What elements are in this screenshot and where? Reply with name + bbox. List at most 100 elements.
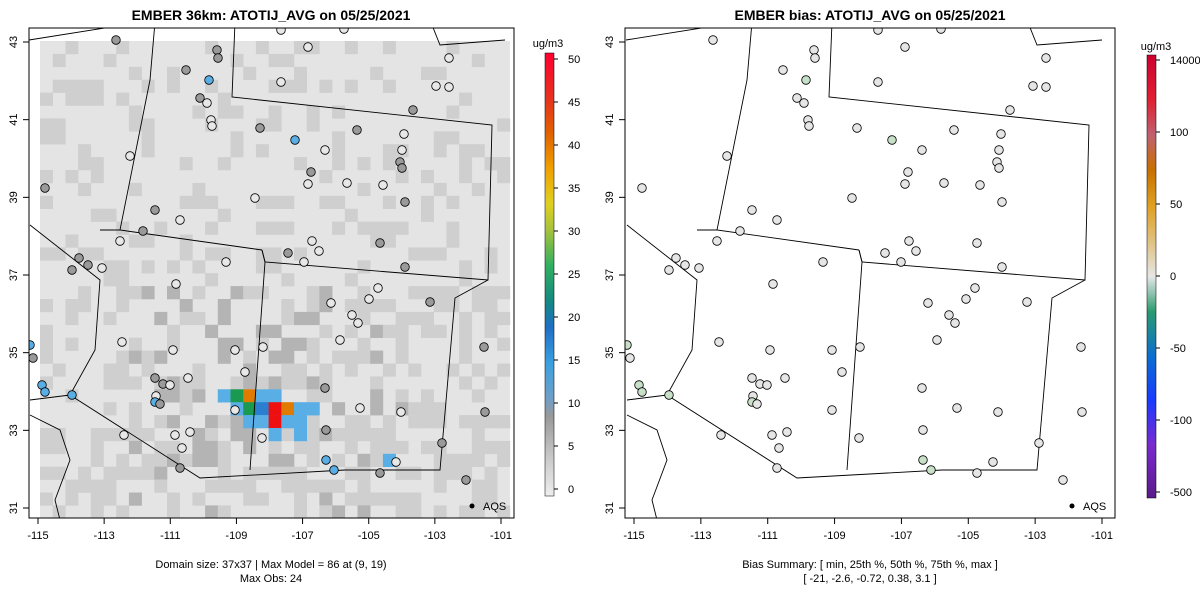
grid-cell <box>484 479 498 493</box>
grid-cell-high <box>281 415 295 429</box>
grid-cell <box>154 350 168 364</box>
grid-cell <box>395 505 409 518</box>
obs-point <box>375 468 385 478</box>
x-tick-label: -103 <box>424 530 446 542</box>
grid-cell <box>382 363 396 377</box>
left-colorbar <box>544 52 555 497</box>
grid-cell <box>357 157 371 171</box>
grid-cell <box>230 286 244 300</box>
obs-point <box>837 367 847 377</box>
aqs-legend-label: AQS <box>1083 501 1106 513</box>
grid-cell <box>90 157 104 171</box>
grid-cell <box>255 221 269 235</box>
state-boundaries <box>625 28 1103 518</box>
obs-point <box>185 427 195 437</box>
grid-cell-high <box>306 402 320 416</box>
obs-point <box>887 135 897 145</box>
grid-cell <box>332 505 346 518</box>
grid-cell <box>408 415 422 429</box>
grid-cell <box>306 286 320 300</box>
grid-cell <box>65 337 79 351</box>
colorbar-tick-label: 45 <box>568 97 580 109</box>
left-map <box>29 28 511 518</box>
grid-cell <box>484 247 498 261</box>
y-tick-label: 31 <box>8 502 20 514</box>
obs-point <box>772 215 782 225</box>
obs-point <box>213 53 223 63</box>
grid-cell <box>141 466 155 480</box>
obs-point <box>117 337 127 347</box>
grid-cell <box>332 144 346 158</box>
grid-cell <box>459 170 473 184</box>
obs-point <box>747 373 757 383</box>
obs-point <box>1077 407 1087 417</box>
obs-point <box>949 125 959 135</box>
grid-cell <box>154 466 168 480</box>
grid-cell <box>332 221 346 235</box>
grid-cell <box>205 440 219 455</box>
grid-cell <box>243 350 257 364</box>
obs-point <box>397 145 407 155</box>
grid-cell <box>433 415 447 429</box>
obs-point <box>183 373 193 383</box>
grid-cell <box>65 170 79 184</box>
obs-point <box>257 433 267 443</box>
grid-cell <box>141 144 155 158</box>
grid-cell <box>433 131 447 145</box>
grid-cell <box>408 247 422 261</box>
obs-point <box>408 105 418 115</box>
grid-cell <box>306 479 320 493</box>
grid-cell <box>421 402 434 416</box>
grid-cell <box>103 428 117 442</box>
obs-point <box>926 465 936 475</box>
grid-cell <box>497 311 511 326</box>
grid-cell <box>205 479 219 493</box>
grid-cell <box>294 66 307 80</box>
obs-point <box>171 279 181 289</box>
obs-point <box>664 390 674 400</box>
grid-cell <box>40 247 53 261</box>
grid-cell <box>141 118 155 132</box>
obs-point <box>637 183 647 193</box>
grid-cell <box>497 363 511 377</box>
obs-point <box>125 151 135 161</box>
x-tick-label: -113 <box>94 530 115 542</box>
grid-cell <box>357 453 371 467</box>
obs-point <box>917 383 927 393</box>
obs-point <box>67 265 77 275</box>
obs-point <box>40 387 50 397</box>
grid-cell-high <box>255 415 269 429</box>
grid-cell <box>319 479 333 493</box>
grid-cell <box>205 273 219 287</box>
grid-cell <box>40 350 53 364</box>
obs-point <box>664 265 674 275</box>
grid-cell <box>395 440 409 455</box>
colorbar-tick-label: 50 <box>568 54 580 66</box>
obs-point <box>67 390 77 400</box>
boundary-line <box>249 249 266 471</box>
y-tick-label: 37 <box>8 269 20 281</box>
left-panel-title: EMBER 36km: ATOTIJ_AVG on 05/25/2021 <box>132 7 411 23</box>
obs-point <box>854 433 864 443</box>
grid-cell <box>268 324 282 338</box>
grid-cell <box>395 221 409 235</box>
obs-point <box>975 180 985 190</box>
grid-cell <box>446 131 460 145</box>
obs-point <box>168 345 178 355</box>
y-tick-label: 37 <box>604 269 616 281</box>
grid-cell <box>128 440 142 455</box>
grid-cell <box>128 350 142 364</box>
obs-point <box>873 77 883 87</box>
grid-cell <box>281 273 295 287</box>
grid-cell <box>344 273 358 287</box>
grid-cell <box>471 479 485 493</box>
grid-cell <box>40 466 53 480</box>
grid-cell <box>141 428 155 442</box>
grid-cell <box>154 415 168 429</box>
grid-cell <box>255 492 269 506</box>
grid-cell <box>294 505 307 518</box>
obs-point <box>204 75 214 85</box>
grid-cell <box>382 41 396 55</box>
y-tick-label: 41 <box>604 114 616 126</box>
